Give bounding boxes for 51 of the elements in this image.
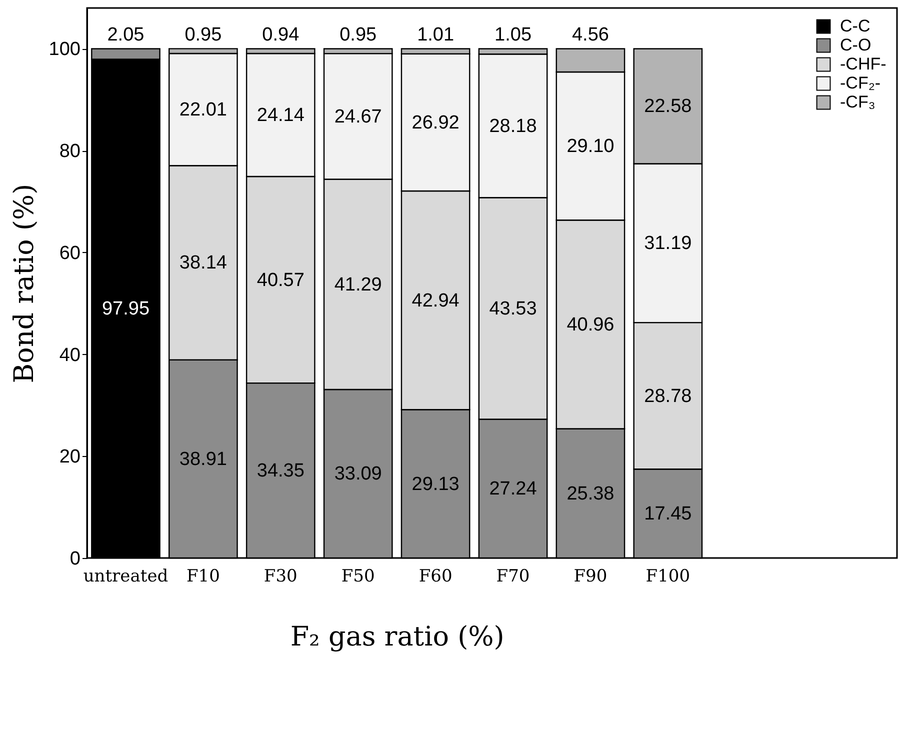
legend-label: C-C [840,16,870,36]
data-label: 42.94 [412,290,460,312]
data-label: 0.95 [184,24,222,46]
data-label: 40.96 [566,314,614,336]
data-label: 33.09 [334,464,382,485]
y-tick-label: 60 [59,242,80,264]
legend-label: C-O [840,36,872,54]
data-label: 29.10 [566,136,614,158]
data-label: 2.05 [107,24,144,46]
data-label: 4.56 [572,24,609,46]
y-tick-label: 0 [70,548,80,570]
y-tick-label: 80 [59,141,80,162]
data-label: 28.18 [489,116,537,137]
x-tick-label: F70 [496,566,530,586]
x-tick-label: F30 [264,566,298,586]
data-label: 31.19 [644,233,692,254]
data-label: 38.14 [179,252,228,274]
data-label: 22.01 [179,100,227,121]
data-label: 38.91 [179,448,227,470]
data-label: 41.29 [334,274,382,296]
data-label: 1.05 [494,24,532,46]
data-label: 26.92 [412,112,460,134]
data-label: 34.35 [256,460,304,482]
data-label: 24.67 [334,106,382,128]
data-label: 1.01 [417,24,454,46]
data-label: 0.95 [340,24,377,46]
data-label: 28.78 [644,386,692,407]
x-tick-label: F10 [186,566,220,586]
data-label: 0.94 [262,24,300,46]
x-tick-label: F90 [574,566,608,586]
x-tick-label: untreated [83,566,168,586]
x-tick-label: F60 [418,566,452,586]
y-tick-label: 40 [59,344,80,366]
legend-label: -CF₂- [840,74,881,92]
y-tick-label: 20 [59,446,80,468]
x-axis-title: F₂ gas ratio (%) [290,622,504,652]
legend-label: -CHF- [840,54,886,74]
data-label: 25.38 [566,483,614,504]
data-label: 43.53 [489,298,537,320]
data-label: 27.24 [489,478,538,500]
data-label: 40.57 [256,270,304,291]
data-label: 24.14 [256,104,305,126]
y-axis-title: Bond ratio (%) [8,184,40,384]
y-tick-label: 100 [48,39,80,60]
data-label: 97.95 [102,298,150,320]
data-label: 17.45 [644,504,692,525]
legend-label: -CF₃ [840,92,876,112]
data-label: 22.58 [644,96,692,118]
x-tick-label: F100 [646,566,690,586]
data-label: 29.13 [412,474,460,495]
x-tick-label: F50 [341,566,375,586]
